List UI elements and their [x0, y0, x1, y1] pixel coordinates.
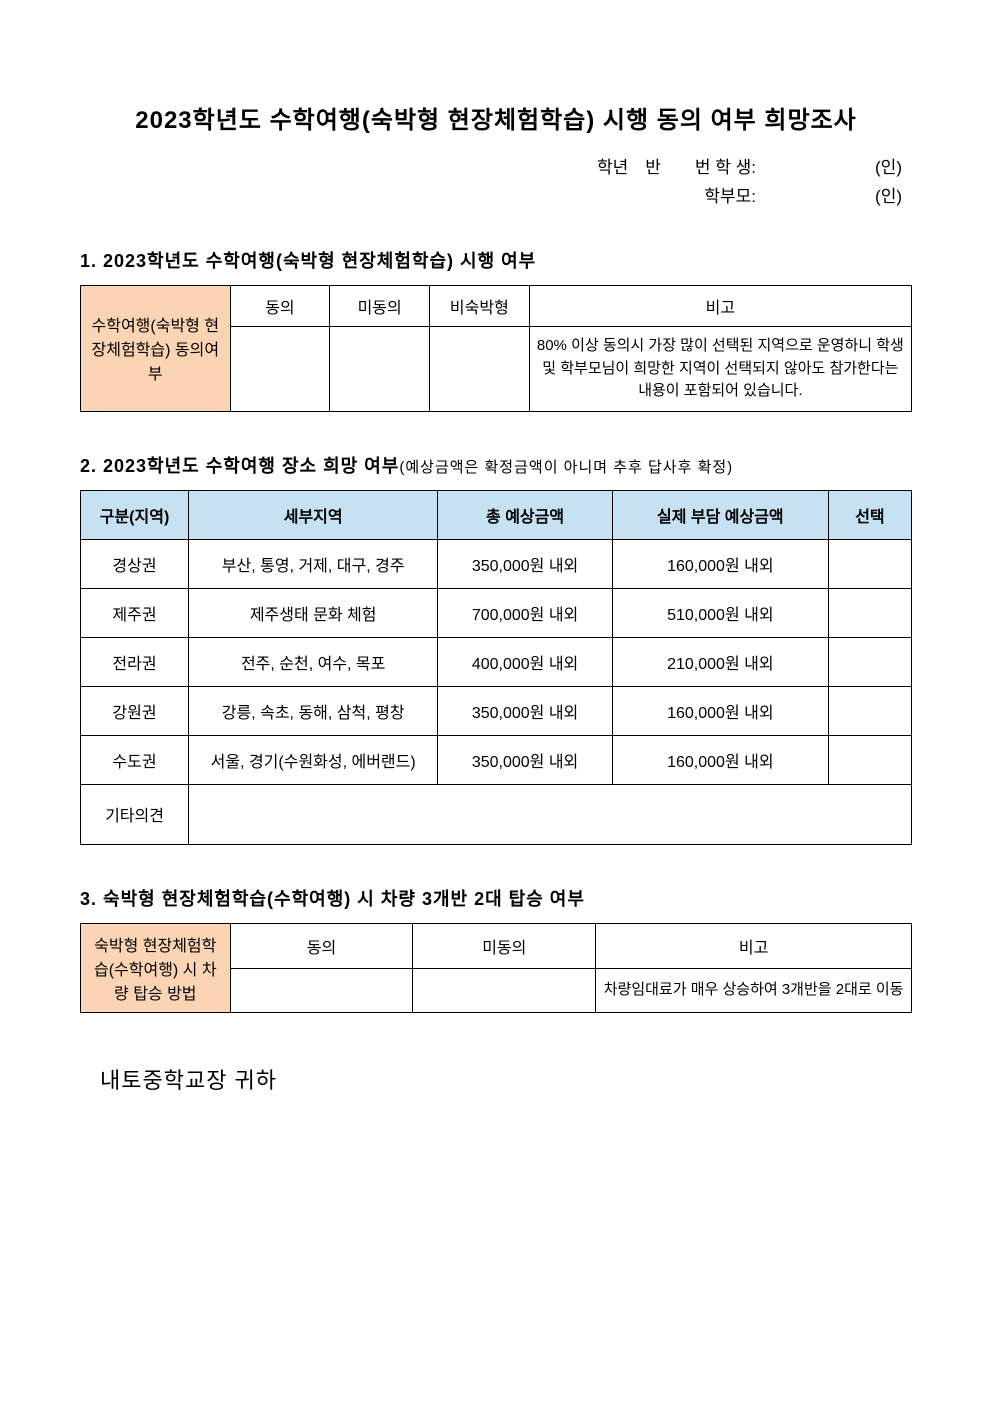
- section1-row-header: 수학여행(숙박형 현장체험학습) 동의여부: [81, 286, 231, 412]
- section2-col-total: 총 예상금액: [438, 490, 613, 539]
- feedback-row: 기타의견: [81, 784, 912, 844]
- region-cell: 전라권: [81, 637, 189, 686]
- total-cell: 400,000원 내외: [438, 637, 613, 686]
- table-row: 제주권 제주생태 문화 체험 700,000원 내외 510,000원 내외: [81, 588, 912, 637]
- total-cell: 350,000원 내외: [438, 539, 613, 588]
- detail-cell: 제주생태 문화 체험: [189, 588, 438, 637]
- section1-table: 수학여행(숙박형 현장체험학습) 동의여부 동의 미동의 비숙박형 비고 80%…: [80, 285, 912, 412]
- section3-table: 숙박형 현장체험학습(수학여행) 시 차량 탑승 방법 동의 미동의 비고 차량…: [80, 923, 912, 1013]
- student-info-line2: 학부모: (인): [80, 182, 902, 207]
- section1-heading: 1. 2023학년도 수학여행(숙박형 현장체험학습) 시행 여부: [80, 247, 912, 273]
- student-info-block: 학년 반 번 학 생: (인) 학부모: (인): [80, 153, 912, 207]
- total-cell: 350,000원 내외: [438, 735, 613, 784]
- select-cell[interactable]: [828, 637, 911, 686]
- table-row: 수도권 서울, 경기(수원화성, 에버랜드) 350,000원 내외 160,0…: [81, 735, 912, 784]
- section1-col-agree: 동의: [230, 286, 330, 327]
- section3-input-disagree[interactable]: [413, 968, 596, 1012]
- actual-cell: 160,000원 내외: [612, 735, 828, 784]
- select-cell[interactable]: [828, 539, 911, 588]
- total-cell: 350,000원 내외: [438, 686, 613, 735]
- section1-input-disagree[interactable]: [330, 327, 430, 412]
- section3-row-header: 숙박형 현장체험학습(수학여행) 시 차량 탑승 방법: [81, 923, 231, 1012]
- select-cell[interactable]: [828, 686, 911, 735]
- student-info-line1: 학년 반 번 학 생: (인): [80, 153, 902, 178]
- section3-col-disagree: 미동의: [413, 923, 596, 968]
- total-cell: 700,000원 내외: [438, 588, 613, 637]
- section1-input-nonstay[interactable]: [430, 327, 530, 412]
- section3-note: 차량임대료가 매우 상승하여 3개반을 2대로 이동: [596, 968, 912, 1012]
- section1-input-agree[interactable]: [230, 327, 330, 412]
- section2-col-select: 선택: [828, 490, 911, 539]
- detail-cell: 서울, 경기(수원화성, 에버랜드): [189, 735, 438, 784]
- select-cell[interactable]: [828, 588, 911, 637]
- page-title: 2023학년도 수학여행(숙박형 현장체험학습) 시행 동의 여부 희망조사: [80, 100, 912, 135]
- region-cell: 제주권: [81, 588, 189, 637]
- section2-table: 구분(지역) 세부지역 총 예상금액 실제 부담 예상금액 선택 경상권 부산,…: [80, 490, 912, 845]
- section2-heading-text: 2. 2023학년도 수학여행 장소 희망 여부: [80, 456, 399, 476]
- section2-col-actual: 실제 부담 예상금액: [612, 490, 828, 539]
- select-cell[interactable]: [828, 735, 911, 784]
- footer-text: 내토중학교장 귀하: [80, 1063, 912, 1095]
- region-cell: 강원권: [81, 686, 189, 735]
- region-cell: 경상권: [81, 539, 189, 588]
- section3-input-agree[interactable]: [230, 968, 413, 1012]
- feedback-input[interactable]: [189, 784, 912, 844]
- table-row: 경상권 부산, 통영, 거제, 대구, 경주 350,000원 내외 160,0…: [81, 539, 912, 588]
- actual-cell: 160,000원 내외: [612, 686, 828, 735]
- section1-col-nonstay: 비숙박형: [430, 286, 530, 327]
- section1-col-disagree: 미동의: [330, 286, 430, 327]
- actual-cell: 510,000원 내외: [612, 588, 828, 637]
- actual-cell: 210,000원 내외: [612, 637, 828, 686]
- table-row: 전라권 전주, 순천, 여수, 목포 400,000원 내외 210,000원 …: [81, 637, 912, 686]
- section2-heading-note: (예상금액은 확정금액이 아니며 추후 답사후 확정): [399, 459, 733, 476]
- section3-col-agree: 동의: [230, 923, 413, 968]
- detail-cell: 부산, 통영, 거제, 대구, 경주: [189, 539, 438, 588]
- section3-col-note: 비고: [596, 923, 912, 968]
- section2-col-region: 구분(지역): [81, 490, 189, 539]
- section3-heading: 3. 숙박형 현장체험학습(수학여행) 시 차량 3개반 2대 탑승 여부: [80, 885, 912, 911]
- region-cell: 수도권: [81, 735, 189, 784]
- section1-col-note: 비고: [529, 286, 911, 327]
- section2-col-detail: 세부지역: [189, 490, 438, 539]
- feedback-label: 기타의견: [81, 784, 189, 844]
- table-row: 강원권 강릉, 속초, 동해, 삼척, 평창 350,000원 내외 160,0…: [81, 686, 912, 735]
- section2-heading: 2. 2023학년도 수학여행 장소 희망 여부(예상금액은 확정금액이 아니며…: [80, 452, 912, 478]
- actual-cell: 160,000원 내외: [612, 539, 828, 588]
- section1-note: 80% 이상 동의시 가장 많이 선택된 지역으로 운영하니 학생 및 학부모님…: [529, 327, 911, 412]
- detail-cell: 전주, 순천, 여수, 목포: [189, 637, 438, 686]
- detail-cell: 강릉, 속초, 동해, 삼척, 평창: [189, 686, 438, 735]
